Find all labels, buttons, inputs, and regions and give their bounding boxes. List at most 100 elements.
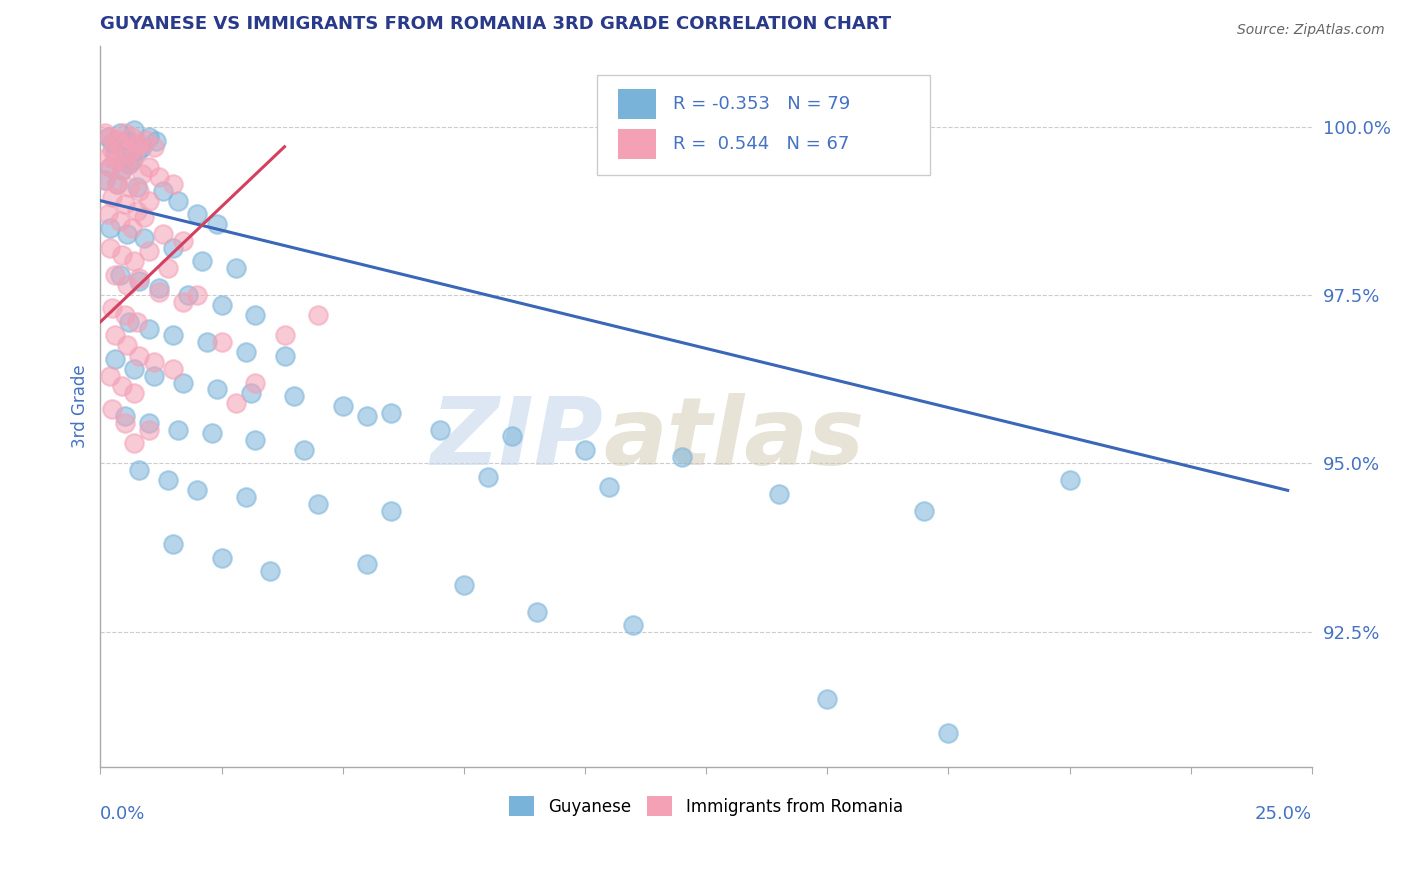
Point bbox=[128, 184, 150, 198]
Point bbox=[125, 180, 148, 194]
Point bbox=[453, 577, 475, 591]
Point bbox=[380, 406, 402, 420]
Point bbox=[162, 362, 184, 376]
Point bbox=[115, 133, 138, 147]
Point bbox=[114, 150, 136, 164]
Point bbox=[526, 605, 548, 619]
Point bbox=[115, 227, 138, 242]
Point bbox=[225, 396, 247, 410]
Legend: Guyanese, Immigrants from Romania: Guyanese, Immigrants from Romania bbox=[503, 789, 910, 823]
Point bbox=[105, 133, 128, 147]
Point bbox=[245, 308, 267, 322]
Point bbox=[225, 260, 247, 275]
Point bbox=[104, 328, 127, 343]
Point bbox=[145, 134, 167, 148]
Point bbox=[172, 234, 194, 248]
Text: Source: ZipAtlas.com: Source: ZipAtlas.com bbox=[1237, 23, 1385, 37]
Point bbox=[162, 241, 184, 255]
Point bbox=[195, 335, 218, 350]
Point bbox=[114, 308, 136, 322]
Point bbox=[162, 328, 184, 343]
Point bbox=[186, 288, 208, 302]
Point bbox=[98, 241, 121, 255]
Point bbox=[101, 136, 124, 151]
Point bbox=[128, 143, 150, 157]
Point bbox=[235, 345, 257, 359]
Point bbox=[162, 177, 184, 191]
Point bbox=[429, 423, 451, 437]
Point bbox=[118, 315, 141, 329]
Point bbox=[201, 426, 224, 441]
Point bbox=[124, 385, 146, 400]
Point bbox=[138, 160, 160, 174]
Point bbox=[205, 382, 228, 396]
Point bbox=[152, 184, 174, 198]
Point bbox=[118, 146, 141, 161]
Point bbox=[235, 490, 257, 504]
Point bbox=[125, 139, 148, 153]
Point bbox=[477, 470, 499, 484]
Point bbox=[623, 618, 645, 632]
Point bbox=[111, 163, 134, 178]
FancyBboxPatch shape bbox=[598, 75, 931, 176]
Point bbox=[97, 150, 120, 164]
Text: R = -0.353   N = 79: R = -0.353 N = 79 bbox=[673, 95, 851, 113]
Point bbox=[132, 211, 155, 225]
Point bbox=[104, 153, 127, 168]
Point bbox=[128, 463, 150, 477]
Point bbox=[124, 436, 146, 450]
Point bbox=[124, 254, 146, 268]
Point bbox=[273, 328, 295, 343]
Point bbox=[138, 129, 160, 144]
Text: 25.0%: 25.0% bbox=[1254, 805, 1312, 823]
Point bbox=[380, 503, 402, 517]
Point bbox=[101, 190, 124, 204]
Point bbox=[94, 173, 117, 187]
Point bbox=[111, 379, 134, 393]
Point bbox=[98, 160, 121, 174]
Point bbox=[97, 129, 120, 144]
Text: GUYANESE VS IMMIGRANTS FROM ROMANIA 3RD GRADE CORRELATION CHART: GUYANESE VS IMMIGRANTS FROM ROMANIA 3RD … bbox=[100, 15, 891, 33]
Point bbox=[671, 450, 693, 464]
Point bbox=[115, 338, 138, 352]
Point bbox=[115, 156, 138, 170]
Point bbox=[205, 217, 228, 231]
Point bbox=[101, 143, 124, 157]
Point bbox=[108, 268, 131, 282]
Point bbox=[114, 416, 136, 430]
Point bbox=[157, 260, 180, 275]
Point bbox=[97, 207, 120, 221]
Point bbox=[98, 160, 121, 174]
Point bbox=[938, 726, 960, 740]
Point bbox=[307, 308, 329, 322]
Bar bbox=[617, 89, 657, 120]
Point bbox=[131, 139, 153, 153]
Point bbox=[239, 385, 262, 400]
Point bbox=[157, 473, 180, 487]
Y-axis label: 3rd Grade: 3rd Grade bbox=[72, 364, 89, 448]
Point bbox=[245, 433, 267, 447]
Point bbox=[121, 153, 143, 168]
Point bbox=[273, 349, 295, 363]
Point bbox=[815, 692, 838, 706]
Point bbox=[125, 315, 148, 329]
Point bbox=[121, 129, 143, 144]
Point bbox=[172, 294, 194, 309]
Point bbox=[104, 268, 127, 282]
Point bbox=[1059, 473, 1081, 487]
Point bbox=[114, 126, 136, 140]
Point bbox=[191, 254, 214, 268]
Point bbox=[142, 368, 165, 383]
Point bbox=[101, 301, 124, 316]
Point bbox=[128, 136, 150, 151]
Point bbox=[186, 483, 208, 498]
Point bbox=[128, 349, 150, 363]
Point bbox=[148, 281, 170, 295]
Point bbox=[332, 399, 354, 413]
Point bbox=[148, 169, 170, 184]
Point bbox=[125, 203, 148, 218]
Point bbox=[111, 163, 134, 178]
Point bbox=[121, 220, 143, 235]
Point bbox=[142, 355, 165, 369]
Point bbox=[176, 288, 198, 302]
